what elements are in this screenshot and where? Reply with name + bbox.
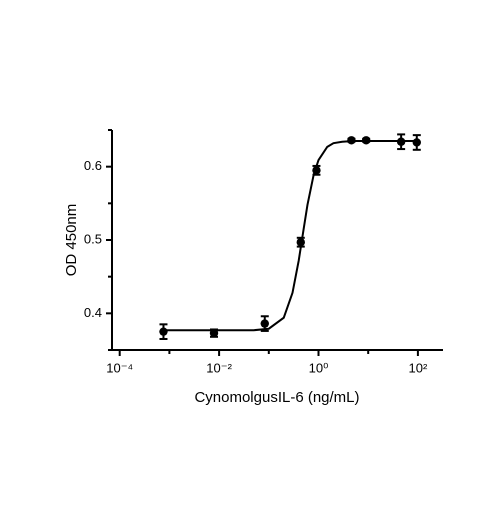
data-point	[361, 136, 371, 145]
y-axis-title: OD 450nm	[63, 204, 80, 277]
data-point	[159, 327, 168, 336]
x-axis-title: CynomolgusIL-6 (ng/mL)	[194, 389, 359, 406]
data-point	[260, 319, 269, 328]
data-point	[347, 136, 356, 145]
x-tick-label: 10⁰	[309, 360, 329, 375]
x-tick-label: 10²	[408, 360, 427, 375]
x-tick-label: 10⁻⁴	[106, 360, 133, 375]
data-point	[396, 137, 406, 146]
y-tick-label: 0.6	[84, 158, 102, 173]
y-tick-label: 0.5	[84, 231, 102, 246]
data-point	[412, 138, 421, 147]
x-tick-label: 10⁻²	[206, 360, 232, 375]
data-point	[312, 166, 321, 175]
data-point	[296, 238, 305, 247]
data-point	[209, 328, 219, 338]
y-tick-label: 0.4	[84, 305, 102, 320]
